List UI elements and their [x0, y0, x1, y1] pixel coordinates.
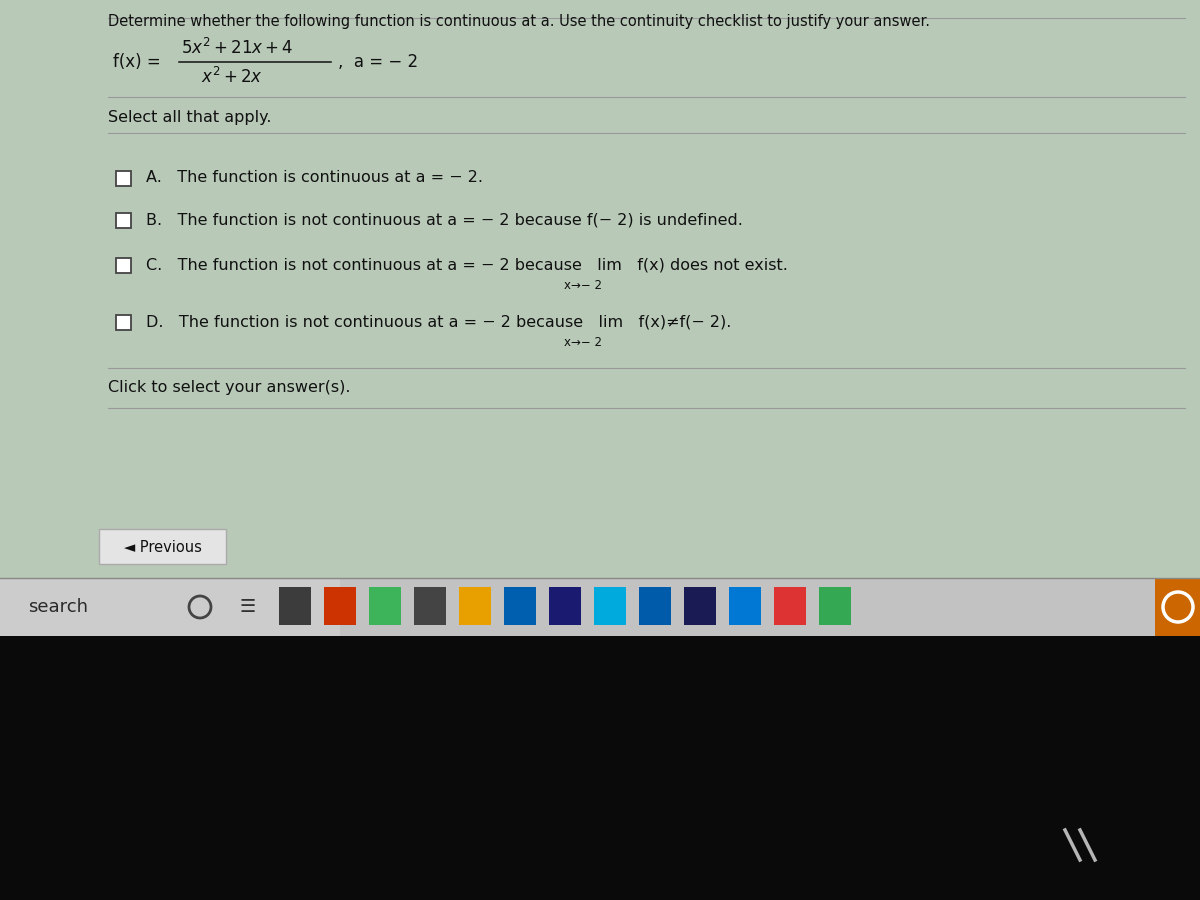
Text: ◄ Previous: ◄ Previous — [124, 539, 202, 554]
FancyBboxPatch shape — [116, 314, 131, 329]
FancyBboxPatch shape — [116, 170, 131, 185]
FancyBboxPatch shape — [98, 529, 226, 564]
Text: Select all that apply.: Select all that apply. — [108, 110, 271, 125]
Bar — [730, 587, 761, 625]
Bar — [594, 587, 626, 625]
Bar — [504, 587, 536, 625]
Text: C.   The function is not continuous at a = − 2 because   lim   f(x) does not exi: C. The function is not continuous at a =… — [146, 257, 788, 273]
Text: ☰: ☰ — [240, 598, 256, 616]
Text: f(x) =: f(x) = — [113, 53, 161, 71]
Text: B.   The function is not continuous at a = − 2 because f(− 2) is undefined.: B. The function is not continuous at a =… — [146, 212, 743, 228]
Text: Click to select your answer(s).: Click to select your answer(s). — [108, 380, 350, 395]
Bar — [0, 636, 1200, 900]
Bar — [684, 587, 716, 625]
Bar — [1154, 578, 1200, 636]
Bar — [774, 587, 806, 625]
Text: A.   The function is continuous at a = − 2.: A. The function is continuous at a = − 2… — [146, 170, 482, 185]
Bar — [0, 578, 340, 636]
Bar — [640, 587, 671, 625]
Text: D.   The function is not continuous at a = − 2 because   lim   f(x)≠f(− 2).: D. The function is not continuous at a =… — [146, 314, 731, 329]
Text: search: search — [28, 598, 88, 616]
Bar — [818, 587, 851, 625]
Bar — [458, 587, 491, 625]
Text: x→− 2: x→− 2 — [564, 279, 602, 292]
FancyBboxPatch shape — [116, 257, 131, 273]
Text: x→− 2: x→− 2 — [564, 336, 602, 349]
Text: $5x^2 + 21x + 4$: $5x^2 + 21x + 4$ — [181, 38, 294, 58]
Text: ,  a = − 2: , a = − 2 — [338, 53, 418, 71]
Text: Determine whether the following function is continuous at a. Use the continuity : Determine whether the following function… — [108, 14, 930, 29]
FancyBboxPatch shape — [116, 212, 131, 228]
Bar — [550, 587, 581, 625]
Bar — [0, 578, 1200, 636]
Bar — [414, 587, 446, 625]
Bar — [324, 587, 356, 625]
Bar — [278, 587, 311, 625]
Bar — [370, 587, 401, 625]
Text: $x^2 + 2x$: $x^2 + 2x$ — [202, 67, 263, 87]
